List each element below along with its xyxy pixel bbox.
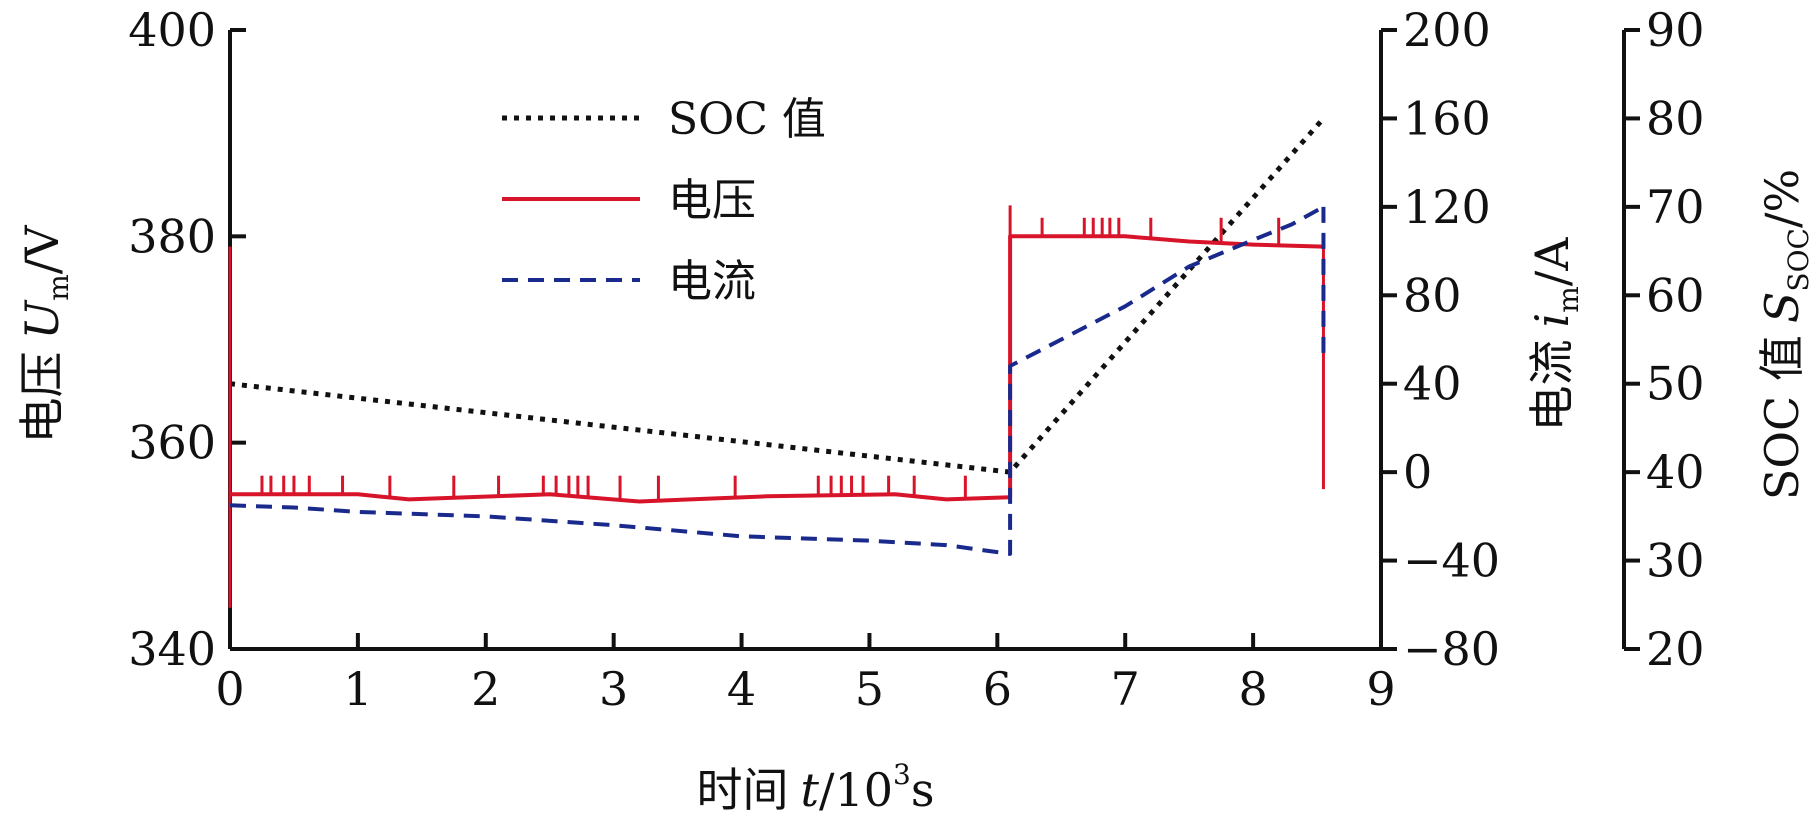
series-line-1 bbox=[230, 234, 1324, 504]
y-left-axis-title-unit: /V bbox=[15, 225, 69, 274]
y-right1-tick-label: 120 bbox=[1403, 180, 1491, 234]
legend-label-2: 电流 bbox=[668, 256, 756, 307]
legend-label-1: 电压 bbox=[668, 175, 756, 226]
y-right1-tick-label: 40 bbox=[1403, 357, 1462, 411]
y-right2-tick-label: 30 bbox=[1646, 534, 1705, 588]
axes: 0 1 2 3 4 5 6 7 8 9340360380400−80−40040801201602… bbox=[15, 3, 1815, 817]
y-left-axis-title-sub: m bbox=[42, 274, 75, 301]
x-tick-label: 0 bbox=[215, 662, 244, 716]
y-left-tick-label: 360 bbox=[128, 416, 216, 470]
y-right1-tick-label: 160 bbox=[1403, 91, 1491, 145]
y-right1-axis-title-var: i bbox=[1525, 313, 1579, 328]
y-right2-tick-label: 50 bbox=[1646, 357, 1705, 411]
x-tick-label: 8 bbox=[1238, 662, 1267, 716]
series-line-2 bbox=[229, 205, 1325, 556]
y-right2-axis-title-unit: /% bbox=[1755, 169, 1809, 228]
y-right2-tick-label: 70 bbox=[1646, 180, 1705, 234]
x-tick-label: 5 bbox=[855, 662, 884, 716]
y-right2-tick-label: 20 bbox=[1646, 622, 1705, 676]
y-left-tick-label: 340 bbox=[128, 622, 216, 676]
y-right2-axis-title-sub: SOC bbox=[1782, 228, 1815, 292]
y-right1-tick-label: 200 bbox=[1403, 3, 1491, 57]
x-axis-title-unit-prefix: /10 bbox=[819, 763, 893, 817]
series-line-0 bbox=[229, 116, 1326, 475]
y-left-axis-title-var: U bbox=[15, 299, 69, 340]
x-tick-label: 7 bbox=[1111, 662, 1140, 716]
y-left-axis-title: 电压 Um/V bbox=[15, 225, 75, 444]
y-right1-axis-title-main: 电流 bbox=[1525, 340, 1579, 432]
y-right1-tick-label: 0 bbox=[1403, 445, 1432, 499]
x-axis-title-main: 时间 bbox=[697, 763, 789, 817]
x-axis-title: 时间 t/103s bbox=[697, 758, 935, 817]
y-right2-axis-title: SOC 值 SSOC/% bbox=[1755, 169, 1815, 500]
y-right1-tick-label: 80 bbox=[1403, 268, 1462, 322]
y-left-axis-title-main: 电压 bbox=[15, 352, 69, 444]
y-right1-tick-label: −40 bbox=[1403, 534, 1500, 588]
y-right2-tick-label: 40 bbox=[1646, 445, 1705, 499]
x-axis-title-unit-sup: 3 bbox=[893, 758, 911, 791]
x-tick-label: 1 bbox=[343, 662, 372, 716]
x-tick-label: 3 bbox=[599, 662, 628, 716]
legend-label-0: SOC 值 bbox=[668, 94, 826, 145]
y-right2-tick-label: 90 bbox=[1646, 3, 1705, 57]
x-axis-title-unit-suffix: s bbox=[911, 763, 935, 817]
y-right2-tick-label: 60 bbox=[1646, 268, 1705, 322]
y-right2-tick-label: 80 bbox=[1646, 91, 1705, 145]
x-tick-label: 4 bbox=[727, 662, 756, 716]
y-right2-axis-title-main: SOC 值 bbox=[1755, 335, 1809, 500]
y-right1-axis-title-unit: /A bbox=[1525, 237, 1579, 286]
y-left-tick-label: 380 bbox=[128, 209, 216, 263]
x-tick-label: 9 bbox=[1366, 662, 1395, 716]
series-layer bbox=[228, 116, 1326, 608]
x-tick-label: 2 bbox=[471, 662, 500, 716]
x-axis-title-var: t bbox=[801, 763, 820, 817]
y-right1-axis-title: 电流 im/A bbox=[1525, 237, 1585, 432]
x-tick-label: 6 bbox=[983, 662, 1012, 716]
y-right1-tick-label: −80 bbox=[1403, 622, 1500, 676]
y-right1-axis-title-sub: m bbox=[1552, 286, 1585, 313]
y-left-tick-label: 400 bbox=[128, 3, 216, 57]
y-right2-axis-title-var: S bbox=[1755, 292, 1809, 324]
